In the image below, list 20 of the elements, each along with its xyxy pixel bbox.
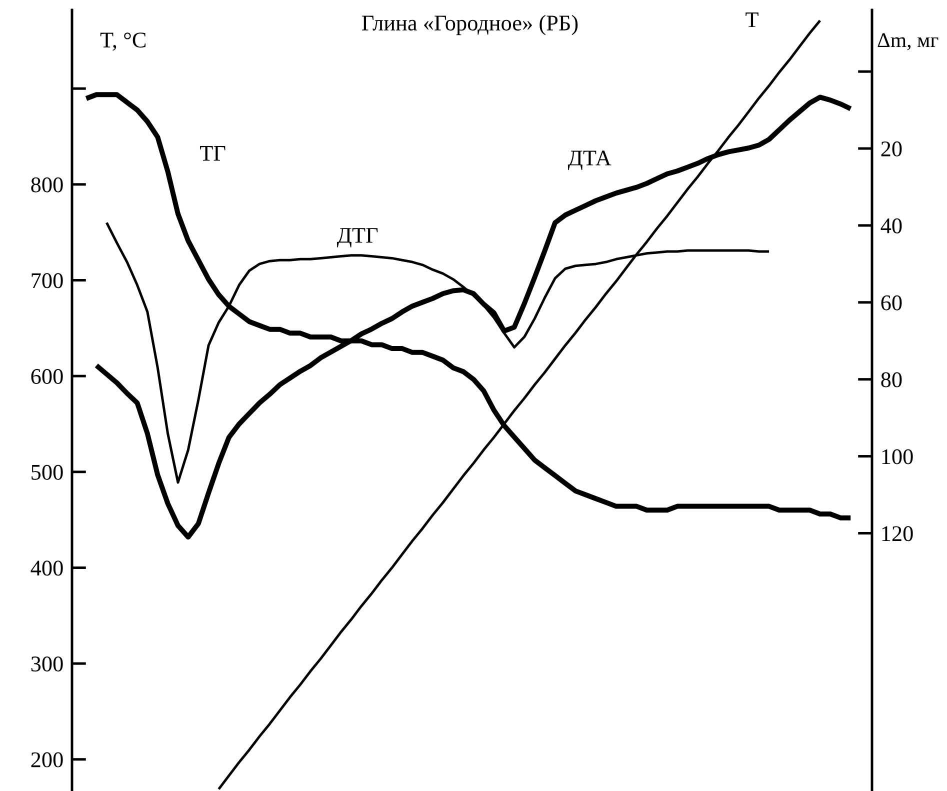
y2-tick-label: 120 [882, 526, 913, 542]
y-tick-label: 200 [31, 752, 63, 768]
series-label: ДТГ [336, 228, 378, 248]
y-tick-label: 400 [30, 560, 63, 576]
y2-tick-label: 20 [881, 141, 902, 156]
y-tick-label: 700 [32, 273, 63, 288]
y2-tick-label: 100 [882, 449, 913, 464]
y2-axis-title: Δm, мг [878, 33, 938, 50]
chart-title: Глина «Городное» (РБ) [362, 14, 578, 36]
y-tick-label: 800 [31, 177, 63, 192]
series-label: ТГ [200, 146, 226, 161]
y2-tick-label: 40 [880, 218, 902, 234]
y2-tick-label: 80 [881, 372, 902, 388]
series-label: ДТА [568, 150, 612, 170]
y-tick-label: 600 [31, 368, 63, 384]
text: Т [746, 12, 758, 28]
y-tick-label: 500 [32, 464, 63, 480]
y2-tick-label: 60 [881, 295, 902, 310]
y-axis-title: T, °C [100, 32, 146, 51]
y-tick-label: 300 [31, 656, 63, 672]
